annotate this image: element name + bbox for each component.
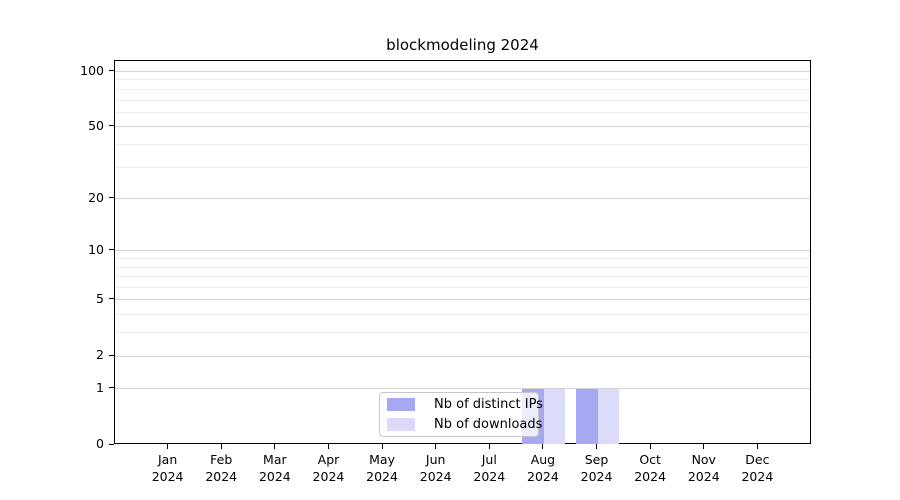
- x-tick-mark: [327, 444, 329, 449]
- y-tick-label: 0: [96, 436, 104, 451]
- minor-gridline: [115, 99, 810, 101]
- x-tick-mark: [703, 444, 705, 449]
- minor-gridline: [115, 287, 810, 289]
- legend-label-distinct-ips: Nb of distinct IPs: [434, 397, 543, 412]
- x-tick-label-sep: Sep 2024: [580, 452, 613, 484]
- y-tick-mark: [109, 70, 114, 71]
- x-tick-mark: [274, 444, 276, 449]
- x-tick-label-nov: Nov 2024: [687, 452, 720, 484]
- x-tick-mark: [435, 444, 437, 449]
- y-tick-label: 10: [88, 241, 104, 257]
- x-tick-label-jan: Jan 2024: [151, 452, 184, 484]
- bar-aug-downloads: [543, 388, 566, 444]
- x-tick-mark: [756, 444, 758, 449]
- major-gridline: [115, 250, 810, 252]
- minor-gridline: [115, 266, 810, 268]
- x-tick-mark: [381, 444, 383, 449]
- x-tick-mark: [596, 444, 598, 449]
- x-tick-label-dec: Dec 2024: [741, 452, 774, 484]
- x-tick-mark: [167, 444, 169, 449]
- plot-area: Nb of distinct IPs Nb of downloads: [114, 60, 811, 444]
- x-tick-label-feb: Feb 2024: [205, 452, 238, 484]
- minor-gridline: [115, 314, 810, 316]
- legend: Nb of distinct IPs Nb of downloads: [379, 392, 543, 437]
- x-tick-label-mar: Mar 2024: [258, 452, 291, 484]
- minor-gridline: [115, 166, 810, 168]
- major-gridline: [115, 388, 810, 390]
- x-tick-label-jul: Jul 2024: [473, 452, 506, 484]
- legend-swatch-distinct-ips: [387, 398, 415, 411]
- y-tick-label: 20: [88, 189, 104, 205]
- y-tick-label: 100: [80, 62, 104, 78]
- y-tick-label: 1: [96, 379, 104, 395]
- y-tick-mark: [109, 387, 114, 389]
- minor-gridline: [115, 332, 810, 334]
- legend-label-downloads: Nb of downloads: [434, 417, 543, 432]
- minor-gridline: [115, 79, 810, 81]
- bar-sep-downloads: [597, 388, 619, 444]
- x-tick-mark: [220, 444, 222, 449]
- y-tick-mark: [109, 298, 114, 300]
- y-tick-mark: [109, 354, 114, 356]
- minor-gridline: [115, 88, 810, 90]
- x-tick-label-aug: Aug 2024: [527, 452, 559, 484]
- y-tick-label: 5: [96, 290, 104, 306]
- minor-gridline: [115, 276, 810, 278]
- y-tick-mark: [109, 249, 114, 251]
- major-gridline: [115, 299, 810, 301]
- y-tick-mark: [109, 443, 114, 445]
- minor-gridline: [115, 258, 810, 260]
- major-gridline: [115, 71, 810, 72]
- major-gridline: [115, 126, 810, 128]
- legend-item-downloads: Nb of downloads: [387, 417, 542, 432]
- x-tick-mark: [649, 444, 651, 449]
- major-gridline: [115, 355, 810, 357]
- x-tick-label-jun: Jun 2024: [419, 452, 452, 484]
- major-gridline: [115, 198, 810, 200]
- x-tick-label-apr: Apr 2024: [312, 452, 345, 484]
- x-tick-label-may: May 2024: [366, 452, 398, 484]
- x-tick-label-oct: Oct 2024: [634, 452, 667, 484]
- bar-sep-distinct-ips: [576, 388, 598, 444]
- legend-item-distinct-ips: Nb of distinct IPs: [387, 397, 543, 412]
- x-tick-mark: [488, 444, 490, 449]
- y-tick-label: 50: [88, 117, 104, 133]
- chart-title: blockmodeling 2024: [386, 36, 539, 54]
- y-tick-mark: [109, 125, 114, 127]
- minor-gridline: [115, 143, 810, 145]
- legend-swatch-downloads: [387, 418, 415, 431]
- y-tick-mark: [109, 197, 114, 199]
- x-tick-mark: [542, 444, 544, 449]
- minor-gridline: [115, 111, 810, 113]
- y-tick-label: 2: [96, 347, 104, 363]
